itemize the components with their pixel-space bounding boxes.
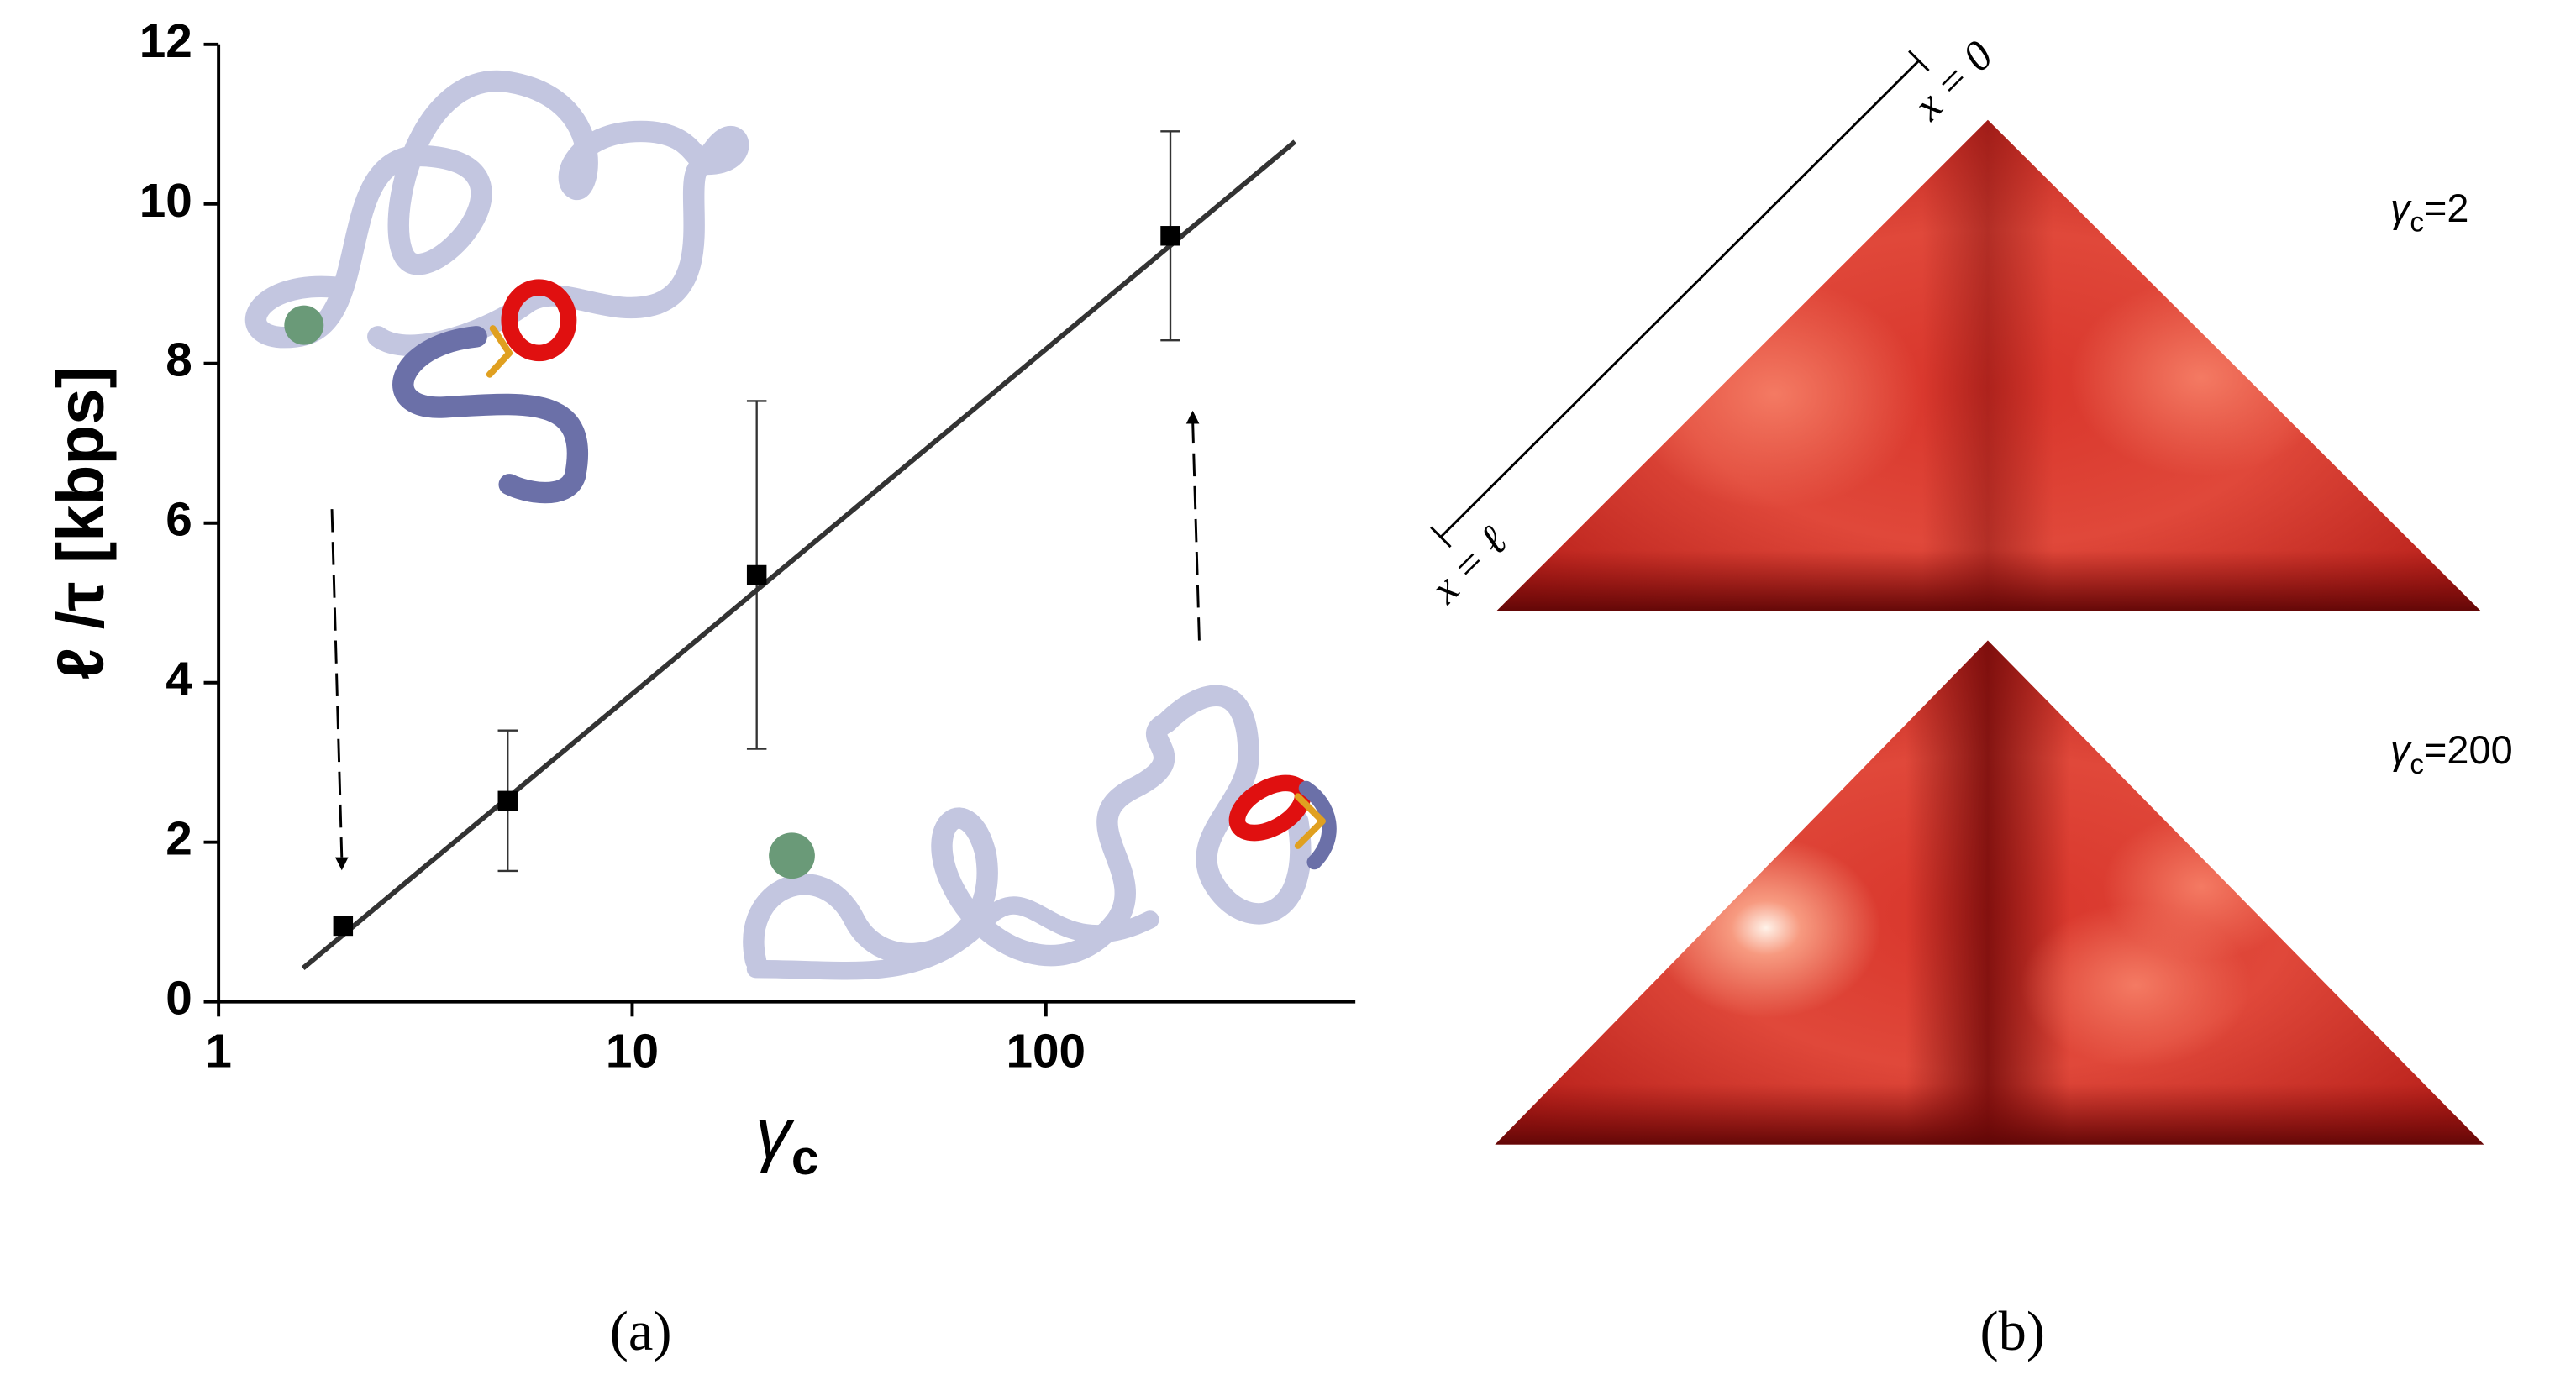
arrow-head (1185, 410, 1200, 424)
symbol: γ (755, 1093, 796, 1173)
axis-cap (1908, 50, 1930, 72)
subscript: c (2410, 207, 2424, 239)
y-tick-label: 2 (166, 813, 192, 866)
heatmap-label: γc=2 (2390, 186, 2469, 239)
plot: 0 2 4 6 8 10 12 1 10 100 ℓ /τ [kbps] γc (43, 15, 1356, 1185)
axis-line (1439, 60, 1920, 538)
label-text: =2 (2424, 186, 2468, 230)
y-tick-label: 12 (139, 15, 192, 68)
point (1160, 226, 1180, 246)
point (333, 916, 354, 937)
heatmap-label: γc=200 (2390, 728, 2513, 780)
panel-label: (b) (1980, 1301, 2046, 1362)
arrow (330, 509, 344, 858)
symbol: γ (2390, 728, 2412, 772)
heatmap (1496, 119, 2481, 611)
axis-cap (1430, 526, 1452, 548)
fit-line (301, 139, 1297, 971)
point (497, 790, 518, 811)
symbol: γ (2390, 186, 2412, 230)
arrow-head (334, 857, 349, 871)
x-tick-label: 10 (606, 1025, 659, 1078)
y-tick-label: 6 (166, 494, 192, 547)
axis-annotation: x = 0 (1904, 32, 2001, 129)
arrow (1191, 420, 1201, 641)
label-text: =200 (2424, 728, 2513, 772)
point (746, 564, 767, 585)
x-tick-label: 100 (1007, 1025, 1086, 1078)
polymer-illustration (244, 70, 1337, 980)
heatmap (1495, 640, 2484, 1145)
y-tick-label: 10 (139, 175, 192, 228)
y-tick-label: 0 (166, 973, 192, 1026)
x-axis-label: γc (755, 1093, 819, 1185)
y-axis-label: ℓ /τ [kbps] (43, 366, 117, 680)
subscript: c (791, 1131, 819, 1185)
panel-label: (a) (610, 1301, 672, 1362)
y-tick-label: 4 (166, 653, 192, 706)
y-tick-label: 8 (166, 334, 192, 387)
x-tick-label: 1 (205, 1025, 232, 1078)
subscript: c (2410, 749, 2424, 780)
